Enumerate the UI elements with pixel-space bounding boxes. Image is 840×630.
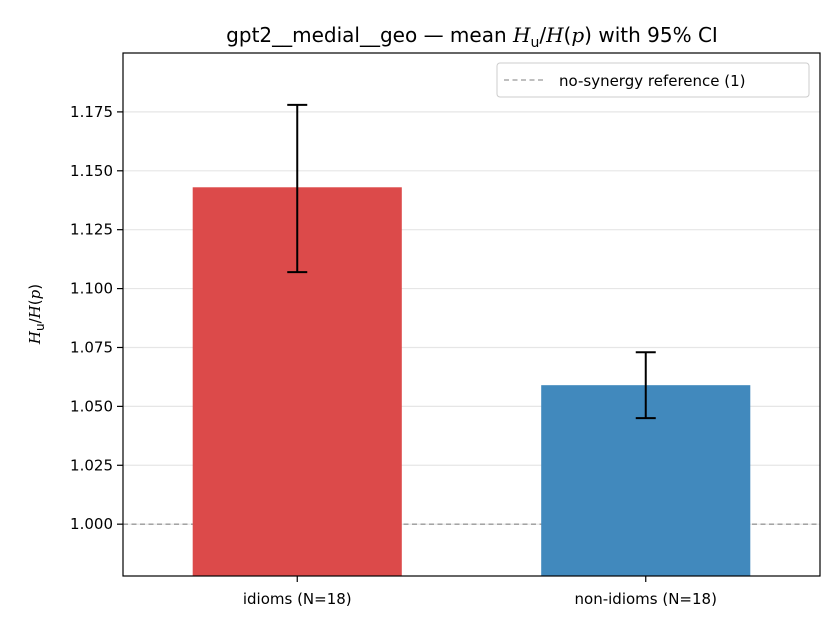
chart-title: gpt2__medial__geo — mean Hu/H(p) with 95… [226,23,718,51]
axes-frame [122,52,821,577]
y-axis-label: Hu/H(p) [26,284,47,345]
legend-box [496,62,810,98]
y-tick-label: 1.075 [70,338,113,356]
x-tick-label: idioms (N=18) [243,590,352,608]
legend-reference-label: no-synergy reference (1) [559,72,746,90]
y-tick-label: 1.125 [70,221,113,239]
y-tick-label: 1.000 [70,515,113,533]
chart-title-suffix: with 95% CI [592,23,718,47]
y-axis-ticks: 1.000 1.025 1.050 1.075 1.100 1.125 1.150 1.175 [70,103,123,533]
chart-title-prefix: gpt2__medial__geo — mean [226,23,513,47]
y-tick-label: 1.050 [70,397,113,415]
y-tick-label: 1.150 [70,162,113,180]
y-tick-label: 1.025 [70,456,113,474]
y-tick-label: 1.175 [70,103,113,121]
y-tick-label: 1.100 [70,280,113,298]
error-bars [287,103,656,420]
legend: no-synergy reference (1) [496,62,810,98]
x-tick-label: non-idioms (N=18) [575,590,717,608]
x-axis-ticks: idioms (N=18) non-idioms (N=18) [243,576,717,608]
